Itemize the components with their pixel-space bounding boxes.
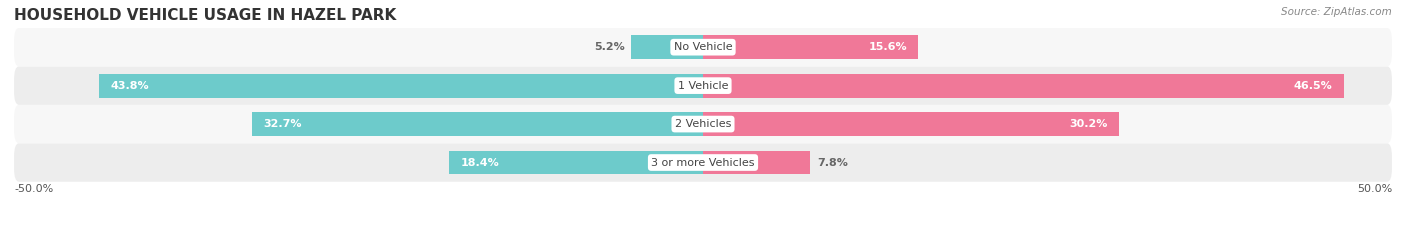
Text: 2 Vehicles: 2 Vehicles (675, 119, 731, 129)
Bar (253, 112, 703, 136)
Bar (703, 74, 1344, 98)
Text: 5.2%: 5.2% (593, 42, 624, 52)
Bar (703, 35, 918, 59)
Bar (450, 151, 703, 175)
Bar (100, 74, 703, 98)
FancyBboxPatch shape (14, 143, 1392, 182)
Bar (703, 112, 1119, 136)
Text: Source: ZipAtlas.com: Source: ZipAtlas.com (1281, 7, 1392, 17)
Text: 30.2%: 30.2% (1070, 119, 1108, 129)
Text: 18.4%: 18.4% (461, 158, 499, 168)
Text: HOUSEHOLD VEHICLE USAGE IN HAZEL PARK: HOUSEHOLD VEHICLE USAGE IN HAZEL PARK (14, 8, 396, 23)
Text: -50.0%: -50.0% (14, 184, 53, 194)
Text: 15.6%: 15.6% (869, 42, 907, 52)
Bar (703, 151, 810, 175)
Bar (631, 35, 703, 59)
Text: 43.8%: 43.8% (111, 81, 149, 91)
Text: 7.8%: 7.8% (817, 158, 848, 168)
FancyBboxPatch shape (14, 28, 1392, 66)
Text: No Vehicle: No Vehicle (673, 42, 733, 52)
Text: 3 or more Vehicles: 3 or more Vehicles (651, 158, 755, 168)
Text: 46.5%: 46.5% (1294, 81, 1333, 91)
FancyBboxPatch shape (14, 105, 1392, 143)
Text: 1 Vehicle: 1 Vehicle (678, 81, 728, 91)
Text: 32.7%: 32.7% (263, 119, 302, 129)
Text: 50.0%: 50.0% (1357, 184, 1392, 194)
FancyBboxPatch shape (14, 66, 1392, 105)
